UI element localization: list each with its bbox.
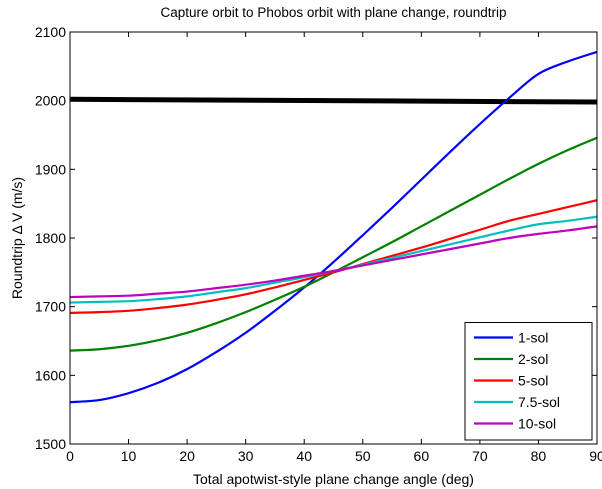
- legend-label-10-sol: 10-sol: [518, 416, 556, 432]
- x-tick-label: 40: [296, 448, 312, 464]
- series-line-10-sol: [70, 225, 597, 299]
- y-tick-label: 1600: [35, 367, 66, 383]
- series-line-1-sol: [70, 50, 597, 404]
- x-axis-label: Total apotwist-style plane change angle …: [193, 471, 474, 487]
- legend-label-5-sol: 5-sol: [518, 373, 548, 389]
- legend-label-7.5-sol: 7.5-sol: [518, 394, 560, 410]
- chart-title: Capture orbit to Phobos orbit with plane…: [161, 5, 507, 20]
- x-tick-label: 0: [66, 448, 74, 464]
- x-tick-label: 80: [531, 448, 547, 464]
- x-tick-label: 30: [238, 448, 254, 464]
- y-tick-label: 1500: [35, 436, 66, 452]
- y-tick-label: 1900: [35, 161, 66, 177]
- series-line-5-sol: [70, 199, 597, 314]
- y-tick-label: 1700: [35, 299, 66, 315]
- y-tick-label: 2000: [35, 93, 66, 109]
- plot-frame: [69, 31, 598, 445]
- legend-label-1-sol: 1-sol: [518, 330, 548, 346]
- reference-line: [70, 96, 597, 105]
- x-tick-label: 20: [179, 448, 195, 464]
- y-tick-label: 1800: [35, 230, 66, 246]
- x-tick-label: 50: [355, 448, 371, 464]
- y-axis-label: Roundtrip Δ V (m/s): [9, 177, 25, 299]
- data-layer: [70, 50, 597, 404]
- x-tick-label: 90: [589, 448, 602, 464]
- y-tick-label: 2100: [35, 24, 66, 40]
- x-tick-label: 10: [121, 448, 137, 464]
- x-tick-label: 60: [414, 448, 430, 464]
- x-tick-label: 70: [472, 448, 488, 464]
- legend: 1-sol 2-sol 5-sol 7.5-sol 10-sol: [464, 322, 593, 441]
- plot-layer: Capture orbit to Phobos orbit with plane…: [9, 5, 602, 487]
- legend-label-2-sol: 2-sol: [518, 351, 548, 367]
